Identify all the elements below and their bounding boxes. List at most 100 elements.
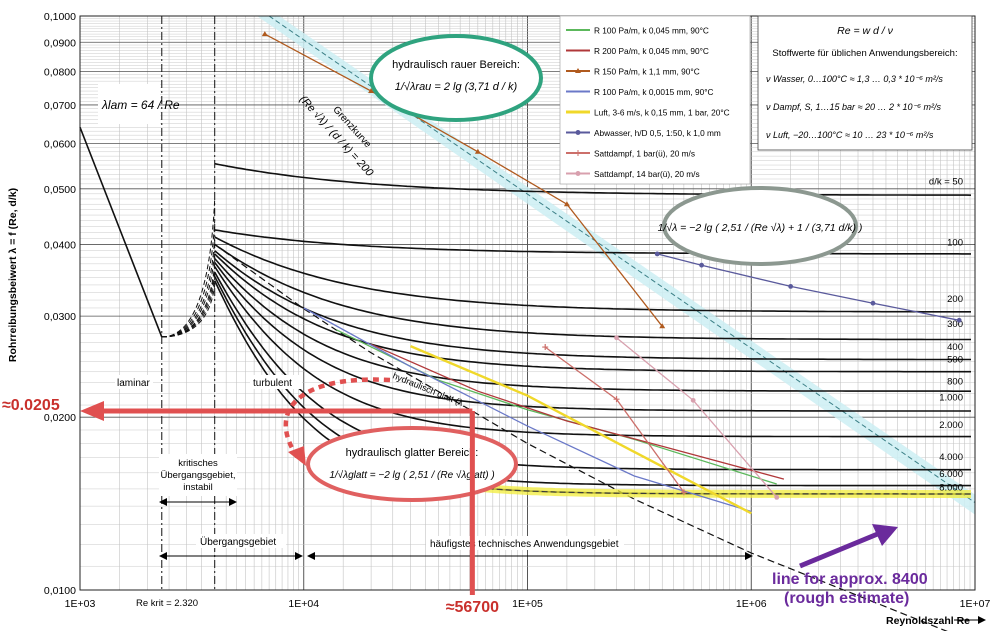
- legend-label: R 200 Pa/m, k 0,045 mm, 90°C: [594, 46, 709, 56]
- legend-item: R 100 Pa/m, k 0,045 mm, 90°C: [566, 26, 709, 36]
- y-tick-label: 0,0500: [44, 184, 76, 196]
- rough-formula: 1/√λrau = 2 lg (3,71 d / k): [395, 81, 518, 93]
- series-line: [410, 344, 752, 515]
- legend-label: R 100 Pa/m, k 0,045 mm, 90°C: [594, 26, 709, 36]
- roughness-label: 4.000: [939, 452, 963, 463]
- roughness-label: d/k = 50: [929, 176, 963, 187]
- roughness-curve: [214, 266, 971, 438]
- x-tick-label: 1E+04: [288, 598, 319, 610]
- roughness-label: 8.000: [939, 482, 963, 493]
- data-series: [261, 31, 962, 515]
- y-tick-label: 0,0100: [44, 585, 76, 597]
- series-line: [303, 307, 752, 513]
- legend-label: Abwasser, h/D 0,5, 1:50, k 1,0 mm: [594, 128, 721, 138]
- roughness-curve: [214, 229, 971, 255]
- smooth-formula: 1/√λglatt = −2 lg ( 2,51 / (Re √λglatt) …: [329, 469, 494, 481]
- legend-label: R 100 Pa/m, k 0,0015 mm, 90°C: [594, 87, 714, 97]
- series-point: [368, 88, 375, 94]
- x-tick-label: 1E+03: [65, 598, 96, 610]
- lambda-marker-label: ≈0.0205: [2, 397, 60, 414]
- x-axis-title-text: Reynoldszahl Re: [886, 615, 970, 627]
- turbulent-label: turbulent: [253, 378, 292, 389]
- legend: R 100 Pa/m, k 0,045 mm, 90°C R 200 Pa/m, …: [559, 15, 751, 185]
- y-tick-label: 0,0300: [44, 311, 76, 323]
- series-point: [542, 344, 549, 351]
- series-point: [774, 494, 780, 500]
- rough-region-callout: hydraulisch rauer Bereich: 1/√λrau = 2 l…: [369, 34, 543, 122]
- laminar-label: laminar: [117, 378, 150, 389]
- series-point: [563, 201, 570, 207]
- re-marker-label: ≈56700: [446, 599, 499, 616]
- legend-label: Sattdampf, 14 bar(ü), 20 m/s: [594, 169, 700, 179]
- roughness-curve: [214, 271, 971, 471]
- x-axis-title: Reynoldszahl Re: [886, 615, 986, 627]
- haeufig-label: häufigstes technisches Anwendungsgebiet: [430, 539, 619, 550]
- roughness-label: 300: [947, 319, 963, 330]
- series-line: [370, 343, 785, 480]
- legend-label: R 150 Pa/m, k 1,1 mm, 90°C: [594, 67, 700, 77]
- y-tick-label: 0,0700: [44, 100, 76, 112]
- colebrook-formula: 1/√λ = −2 lg ( 2,51 / (Re √λ) + 1 / (3,7…: [658, 222, 863, 234]
- stoffwerte-box: Re = w d / ν Stoffwerte für üblichen Anw…: [757, 15, 973, 151]
- approx-note-arrowhead: [872, 524, 898, 546]
- grenzkurve-band: [257, 15, 976, 515]
- legend-label: Luft, 3-6 m/s, k 0,15 mm, 1 bar, 20°C: [594, 108, 730, 118]
- grenzkurve-line: [268, 15, 976, 503]
- roughness-label: 500: [947, 355, 963, 366]
- rough-title: hydraulisch rauer Bereich:: [392, 59, 520, 71]
- recrit-label: Re krit = 2.320: [136, 598, 198, 609]
- y-tick-label: 0,0900: [44, 37, 76, 49]
- series-point: [680, 489, 687, 496]
- roughness-curve: [214, 253, 971, 373]
- legend-label: Sattdampf, 1 bar(ü), 20 m/s: [594, 149, 695, 159]
- legend-item: Sattdampf, 1 bar(ü), 20 m/s: [566, 149, 695, 159]
- y-tick-label: 0,1000: [44, 11, 76, 23]
- series-point: [690, 397, 696, 403]
- legend-item: R 200 Pa/m, k 0,045 mm, 90°C: [566, 46, 709, 56]
- x-tick-label: 1E+05: [512, 598, 543, 610]
- legend-item: Sattdampf, 14 bar(ü), 20 m/s: [566, 169, 700, 179]
- y-tick-label: 0,0200: [44, 412, 76, 424]
- legend-frame: [559, 15, 751, 185]
- legend-marker: [575, 130, 581, 135]
- stoffwerte-title: Stoffwerte für üblichen Anwendungsbereic…: [772, 48, 957, 59]
- series-point: [654, 251, 660, 257]
- series-point: [788, 284, 794, 289]
- nu-air: ν Luft, −20…100°C ≈ 10 … 23 * 10⁻⁶ m²/s: [766, 130, 934, 140]
- laminar-line: [79, 126, 163, 338]
- legend-item: R 150 Pa/m, k 1,1 mm, 90°C: [566, 67, 700, 77]
- y-axis-title: Rohrreibungsbeiwert λ = f (Re, d/k): [7, 188, 19, 362]
- series-point: [261, 31, 268, 37]
- y-tick-label: 0,0800: [44, 67, 76, 79]
- y-tick-label: 0,0600: [44, 138, 76, 150]
- legend-item: R 100 Pa/m, k 0,0015 mm, 90°C: [566, 87, 714, 97]
- approx-note-line1: line for approx. 8400: [772, 571, 928, 588]
- series-point: [474, 148, 481, 154]
- smooth-pipe-curve: [214, 243, 961, 636]
- legend-item: Luft, 3-6 m/s, k 0,15 mm, 1 bar, 20°C: [566, 108, 730, 118]
- series-point: [870, 300, 876, 306]
- laminar-formula-text: λlam = 64 / Re: [101, 98, 180, 112]
- legend-marker: [575, 171, 581, 176]
- transition-curve: [161, 238, 216, 338]
- axes: 1E+03 1E+04 1E+05 1E+06 1E+07 0,0100 0,0200 0,0…: [44, 11, 991, 610]
- colebrook-callout: 1/√λ = −2 lg ( 2,51 / (Re √λ) + 1 / (3,7…: [658, 186, 863, 266]
- grenzkurve-band-fill: [257, 16, 975, 515]
- roughness-label: 6.000: [939, 469, 963, 480]
- series-point: [614, 335, 619, 341]
- re-formula: Re = w d / ν: [837, 25, 893, 37]
- approx-note: line for approx. 8400 (rough estimate): [772, 524, 928, 607]
- approx-note-line2: (rough estimate): [784, 590, 909, 607]
- roughness-curve: [214, 243, 971, 341]
- roughness-curves: d/k = 50 100 200 300 400 500 800 1.000 2.000 4.00…: [79, 126, 972, 636]
- highlight-8400-curve: [478, 487, 971, 495]
- laminar-formula: λlam = 64 / Re: [98, 84, 180, 124]
- approx-note-arrow: [799, 530, 881, 569]
- uebergang-label: Übergangsgebiet: [200, 536, 276, 548]
- transition-curve: [161, 284, 216, 338]
- legend-item: Abwasser, h/D 0,5, 1:50, k 1,0 mm: [566, 128, 721, 138]
- smooth-title: hydraulisch glatter Bereich:: [346, 447, 479, 459]
- x-tick-label: 1E+07: [960, 598, 991, 610]
